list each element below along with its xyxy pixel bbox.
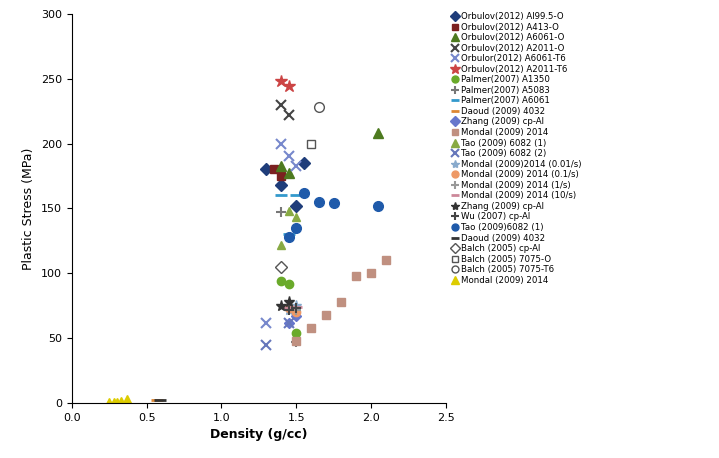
Mondal (2009)2014 (0.01/s) bbox=[292, 303, 301, 309]
Tao (2009)6082 (1) bbox=[299, 190, 308, 196]
Line: Orbulov(2012) Al99.5-O: Orbulov(2012) Al99.5-O bbox=[262, 159, 308, 210]
Line: Zhang (2009) cp-Al: Zhang (2009) cp-Al bbox=[275, 296, 294, 311]
Mondal (2009) 2014 bbox=[352, 273, 360, 278]
Mondal (2009) 2014 (0.1/s) bbox=[285, 305, 293, 311]
Palmer(2007) A5083 bbox=[292, 339, 301, 345]
Line: Orbulov(2012) A2011-T6: Orbulov(2012) A2011-T6 bbox=[275, 75, 295, 93]
Mondal (2009) 2014 bbox=[112, 400, 121, 406]
Mondal (2009) 2014 bbox=[117, 399, 126, 404]
Tao (2009) 6082 (1) bbox=[292, 215, 301, 220]
Mondal (2009) 2014 (0.1/s) bbox=[292, 310, 301, 315]
Line: Wu (2007) cp-Al: Wu (2007) cp-Al bbox=[284, 304, 301, 315]
Mondal (2009) 2014 bbox=[322, 312, 331, 317]
Palmer(2007) A5083 bbox=[285, 307, 293, 312]
Tao (2009)6082 (1) bbox=[374, 203, 383, 208]
Mondal (2009) 2014 bbox=[367, 271, 375, 276]
Mondal (2009) 2014 bbox=[123, 398, 132, 403]
Orbulov(2012) A6061-O bbox=[285, 171, 293, 176]
Tao (2009)6082 (1) bbox=[292, 225, 301, 231]
Orbulov(2012) A2011-O bbox=[285, 112, 293, 118]
Wu (2007) cp-Al bbox=[285, 307, 293, 312]
Tao (2009) 6082 (2) bbox=[262, 342, 270, 347]
Legend: Orbulov(2012) Al99.5-O, Orbulov(2012) A413-O, Orbulov(2012) A6061-O, Orbulov(201: Orbulov(2012) Al99.5-O, Orbulov(2012) A4… bbox=[450, 10, 584, 286]
Palmer(2007) A5083 bbox=[277, 210, 285, 215]
Mondal (2009) 2014 (1/s) bbox=[292, 307, 301, 312]
Line: Orbulov(2012) A6061-O: Orbulov(2012) A6061-O bbox=[276, 128, 383, 178]
Orbulov(2012) A2011-O bbox=[277, 102, 285, 107]
Orbulor(2012) A6061-T6 bbox=[292, 163, 301, 169]
Orbulov(2012) Al99.5-O bbox=[262, 167, 270, 172]
Palmer(2007) A1350 bbox=[285, 281, 293, 286]
Tao (2009)6082 (1) bbox=[285, 234, 293, 240]
Tao (2009)6082 (1) bbox=[314, 199, 323, 205]
Orbulov(2012) Al99.5-O bbox=[277, 182, 285, 188]
Wu (2007) cp-Al bbox=[292, 305, 301, 311]
Orbulov(2012) A6061-O bbox=[374, 131, 383, 136]
Mondal (2009) 2014 bbox=[382, 257, 390, 263]
Mondal (2009) 2014 bbox=[105, 400, 114, 406]
Line: Orbulor(2012) A6061-T6: Orbulor(2012) A6061-T6 bbox=[262, 139, 301, 327]
Zhang (2009) cp-Al bbox=[277, 303, 285, 309]
Mondal (2009) 2014 (1/s) bbox=[285, 305, 293, 311]
Orbulov(2012) A413-O bbox=[270, 167, 278, 172]
Orbulov(2012) A2011-T6 bbox=[285, 84, 293, 89]
Y-axis label: Plastic Stress (MPa): Plastic Stress (MPa) bbox=[22, 147, 35, 270]
Palmer(2007) A6061 bbox=[277, 193, 285, 198]
Mondal (2009)2014 (0.01/s) bbox=[285, 307, 293, 312]
Line: Orbulov(2012) A2011-O: Orbulov(2012) A2011-O bbox=[276, 100, 293, 120]
Line: Mondal (2009) 2014 (0.1/s): Mondal (2009) 2014 (0.1/s) bbox=[285, 304, 301, 316]
Mondal (2009) 2014 bbox=[109, 400, 118, 406]
X-axis label: Density (g/cc): Density (g/cc) bbox=[210, 428, 308, 442]
Line: Tao (2009) 6082 (2): Tao (2009) 6082 (2) bbox=[262, 318, 293, 349]
Line: Mondal (2009)2014 (0.01/s): Mondal (2009)2014 (0.01/s) bbox=[283, 300, 302, 315]
Zhang (2009) cp-Al bbox=[285, 320, 293, 325]
Orbulor(2012) A6061-T6 bbox=[262, 320, 270, 325]
Mondal (2009) 2014 (10/s) bbox=[292, 304, 301, 310]
Palmer(2007) A6061 bbox=[292, 193, 301, 198]
Zhang (2009) cp-Al bbox=[292, 313, 301, 319]
Line: Mondal (2009) 2014: Mondal (2009) 2014 bbox=[292, 256, 390, 345]
Orbulov(2012) Al99.5-O bbox=[299, 160, 308, 166]
Mondal (2009) 2014 bbox=[292, 338, 301, 344]
Line: Mondal (2009) 2014: Mondal (2009) 2014 bbox=[104, 396, 132, 408]
Line: Palmer(2007) A6061: Palmer(2007) A6061 bbox=[275, 190, 302, 240]
Line: Tao (2009)6082 (1): Tao (2009)6082 (1) bbox=[284, 188, 383, 242]
Palmer(2007) A1350 bbox=[292, 330, 301, 336]
Zhang (2009) cp-Al bbox=[285, 299, 293, 305]
Orbulov(2012) A2011-T6 bbox=[277, 78, 285, 84]
Line: Orbulov(2012) A413-O: Orbulov(2012) A413-O bbox=[270, 165, 285, 180]
Palmer(2007) A1350 bbox=[277, 278, 285, 284]
Line: Zhang (2009) cp-Al: Zhang (2009) cp-Al bbox=[285, 313, 300, 326]
Orbulov(2012) A6061-O bbox=[277, 163, 285, 169]
Mondal (2009) 2014 bbox=[336, 299, 345, 305]
Line: Mondal (2009) 2014 (1/s): Mondal (2009) 2014 (1/s) bbox=[284, 304, 301, 315]
Tao (2009) 6082 (1) bbox=[277, 242, 285, 247]
Mondal (2009) 2014 bbox=[307, 325, 316, 331]
Palmer(2007) A6061 bbox=[285, 232, 293, 237]
Orbulov(2012) A413-O bbox=[277, 173, 285, 179]
Tao (2009) 6082 (2) bbox=[285, 320, 293, 325]
Line: Palmer(2007) A5083: Palmer(2007) A5083 bbox=[276, 207, 301, 347]
Line: Palmer(2007) A1350: Palmer(2007) A1350 bbox=[277, 277, 301, 337]
Orbulor(2012) A6061-T6 bbox=[285, 154, 293, 159]
Tao (2009) 6082 (1) bbox=[285, 208, 293, 214]
Mondal (2009) 2014 (10/s) bbox=[285, 305, 293, 311]
Line: Tao (2009) 6082 (1): Tao (2009) 6082 (1) bbox=[277, 207, 301, 249]
Orbulov(2012) Al99.5-O bbox=[292, 203, 301, 208]
Orbulor(2012) A6061-T6 bbox=[277, 141, 285, 146]
Line: Mondal (2009) 2014 (10/s): Mondal (2009) 2014 (10/s) bbox=[283, 301, 302, 314]
Tao (2009)6082 (1) bbox=[329, 201, 338, 206]
